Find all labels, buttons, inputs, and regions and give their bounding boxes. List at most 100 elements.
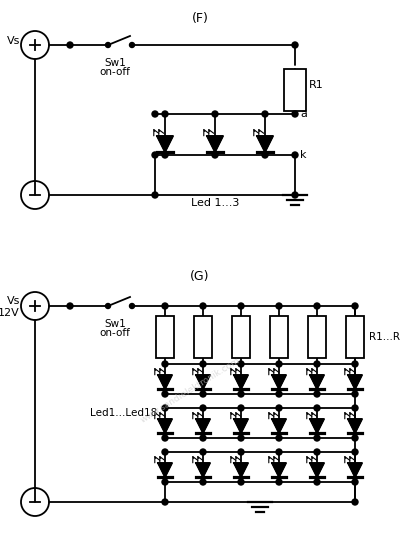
Text: R1: R1 — [309, 80, 324, 90]
Circle shape — [152, 152, 158, 158]
Circle shape — [162, 303, 168, 309]
Circle shape — [352, 499, 358, 505]
Circle shape — [212, 152, 218, 158]
Text: Sw1: Sw1 — [104, 58, 126, 68]
Polygon shape — [310, 375, 324, 389]
Polygon shape — [196, 375, 210, 389]
Polygon shape — [257, 136, 273, 152]
Circle shape — [276, 435, 282, 441]
Circle shape — [200, 405, 206, 411]
Circle shape — [352, 435, 358, 441]
Circle shape — [162, 152, 168, 158]
Circle shape — [238, 479, 244, 485]
Circle shape — [238, 361, 244, 367]
Text: on-off: on-off — [100, 67, 130, 77]
Polygon shape — [196, 419, 210, 433]
Circle shape — [238, 303, 244, 309]
Circle shape — [200, 303, 206, 309]
Circle shape — [276, 449, 282, 455]
Bar — [346, 316, 364, 358]
Circle shape — [162, 111, 168, 117]
Circle shape — [162, 449, 168, 455]
Circle shape — [67, 303, 73, 309]
Circle shape — [292, 42, 298, 48]
Polygon shape — [272, 419, 286, 433]
Circle shape — [262, 152, 268, 158]
Circle shape — [238, 435, 244, 441]
Circle shape — [200, 479, 206, 485]
Circle shape — [200, 435, 206, 441]
Circle shape — [292, 111, 298, 117]
Circle shape — [314, 449, 320, 455]
Bar — [284, 69, 306, 111]
Circle shape — [152, 111, 158, 117]
Text: (G): (G) — [190, 270, 210, 283]
Circle shape — [276, 361, 282, 367]
Text: www.sandielektronik.com: www.sandielektronik.com — [138, 355, 242, 424]
Circle shape — [162, 479, 168, 485]
Polygon shape — [157, 136, 173, 152]
Circle shape — [292, 192, 298, 198]
Polygon shape — [348, 419, 362, 433]
Circle shape — [314, 405, 320, 411]
Circle shape — [130, 42, 134, 48]
Text: Vs: Vs — [7, 36, 20, 46]
Polygon shape — [310, 419, 324, 433]
Circle shape — [200, 361, 206, 367]
Text: k: k — [300, 150, 306, 160]
Circle shape — [276, 391, 282, 397]
Text: Led 1...3: Led 1...3 — [191, 198, 239, 208]
Circle shape — [352, 405, 358, 411]
Circle shape — [262, 111, 268, 117]
Polygon shape — [158, 463, 172, 477]
Circle shape — [352, 391, 358, 397]
Circle shape — [162, 405, 168, 411]
Circle shape — [212, 111, 218, 117]
Circle shape — [238, 391, 244, 397]
Polygon shape — [207, 136, 223, 152]
Bar — [308, 316, 326, 358]
Bar — [270, 316, 288, 358]
Polygon shape — [234, 463, 248, 477]
Text: Led1...Led18: Led1...Led18 — [90, 408, 157, 418]
Text: (F): (F) — [192, 12, 208, 25]
Polygon shape — [348, 375, 362, 389]
Circle shape — [67, 42, 73, 48]
Circle shape — [130, 303, 134, 309]
Circle shape — [162, 361, 168, 367]
Polygon shape — [272, 375, 286, 389]
Circle shape — [352, 303, 358, 309]
Polygon shape — [158, 419, 172, 433]
Circle shape — [352, 479, 358, 485]
Circle shape — [352, 449, 358, 455]
Circle shape — [276, 479, 282, 485]
Circle shape — [314, 479, 320, 485]
Circle shape — [276, 303, 282, 309]
Polygon shape — [310, 463, 324, 477]
Circle shape — [162, 435, 168, 441]
Text: 12V: 12V — [0, 308, 20, 318]
Circle shape — [314, 303, 320, 309]
Text: on-off: on-off — [100, 328, 130, 338]
Circle shape — [106, 42, 110, 48]
Bar — [156, 316, 174, 358]
Polygon shape — [196, 463, 210, 477]
Circle shape — [162, 391, 168, 397]
Bar — [194, 316, 212, 358]
Circle shape — [238, 405, 244, 411]
Polygon shape — [158, 375, 172, 389]
Circle shape — [152, 192, 158, 198]
Circle shape — [314, 435, 320, 441]
Bar — [232, 316, 250, 358]
Polygon shape — [234, 375, 248, 389]
Circle shape — [162, 499, 168, 505]
Circle shape — [314, 391, 320, 397]
Text: R1...R6: R1...R6 — [369, 332, 400, 342]
Circle shape — [238, 449, 244, 455]
Circle shape — [314, 361, 320, 367]
Circle shape — [200, 391, 206, 397]
Circle shape — [276, 405, 282, 411]
Circle shape — [106, 303, 110, 309]
Polygon shape — [272, 463, 286, 477]
Text: Vs: Vs — [7, 296, 20, 306]
